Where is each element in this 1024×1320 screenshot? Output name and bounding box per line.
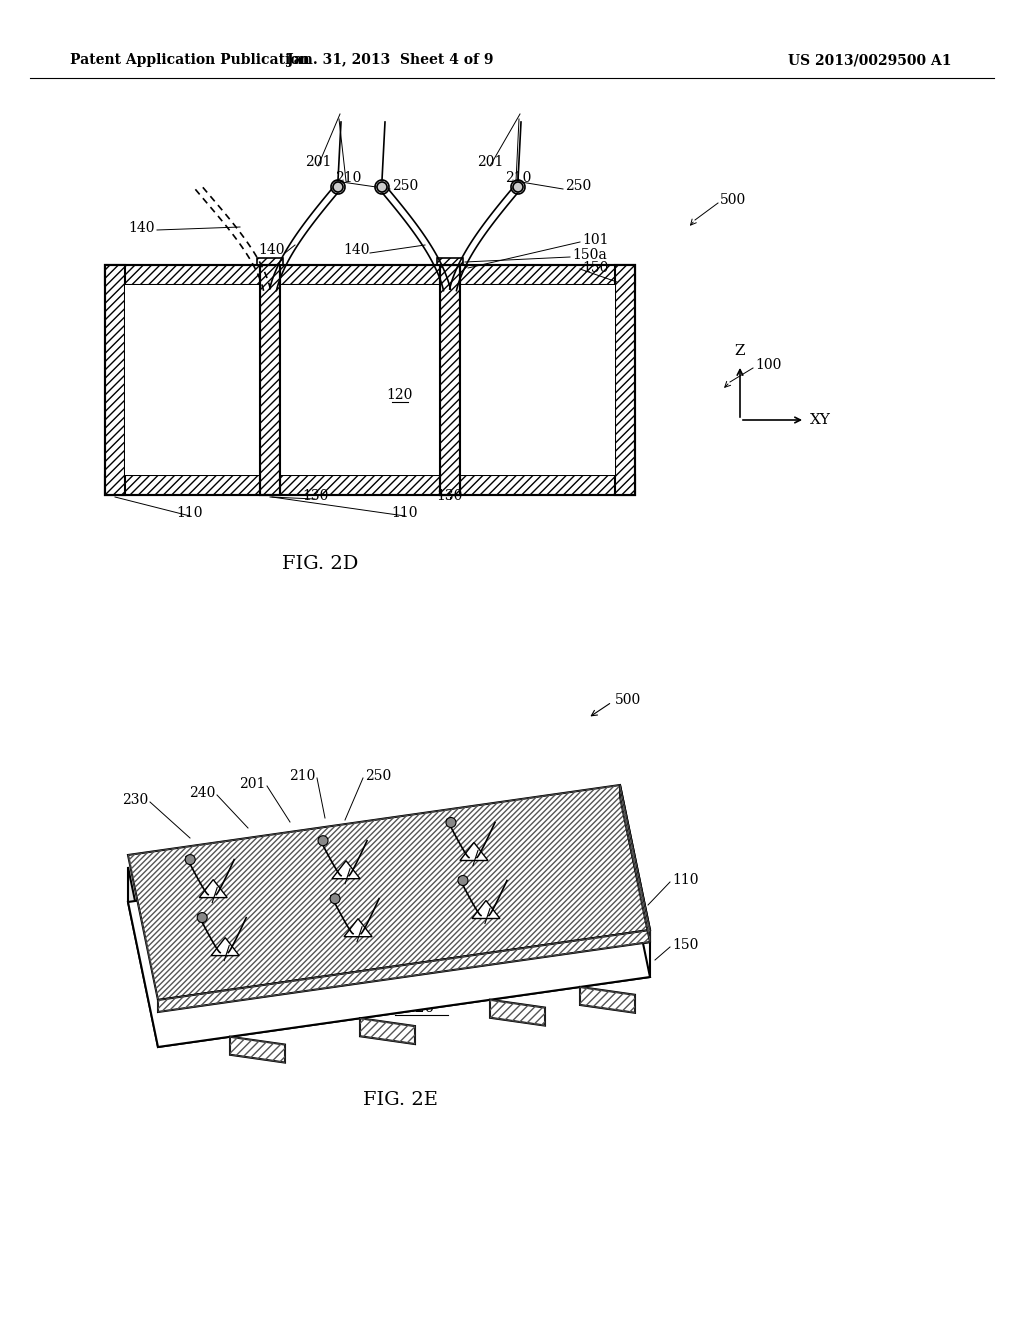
Bar <box>437 257 463 265</box>
Text: 130: 130 <box>302 488 328 503</box>
Circle shape <box>198 912 207 923</box>
Text: 140: 140 <box>128 220 155 235</box>
Text: 120: 120 <box>406 1001 434 1015</box>
Bar <box>257 257 283 265</box>
Text: 250: 250 <box>392 180 418 193</box>
Circle shape <box>446 817 456 828</box>
Text: 210: 210 <box>289 770 315 783</box>
Text: 201: 201 <box>239 777 265 791</box>
Bar <box>615 265 635 495</box>
Bar <box>280 285 440 475</box>
Text: 150: 150 <box>582 261 608 275</box>
Circle shape <box>185 854 196 865</box>
Text: 130: 130 <box>437 488 463 503</box>
Text: Jan. 31, 2013  Sheet 4 of 9: Jan. 31, 2013 Sheet 4 of 9 <box>287 53 494 67</box>
Text: 120: 120 <box>387 388 414 403</box>
Text: FIG. 2E: FIG. 2E <box>362 1092 437 1109</box>
Bar <box>125 285 260 475</box>
Circle shape <box>333 182 343 191</box>
Text: US 2013/0029500 A1: US 2013/0029500 A1 <box>788 53 951 67</box>
Text: 240: 240 <box>188 785 215 800</box>
Circle shape <box>458 875 468 886</box>
Polygon shape <box>360 1018 415 1044</box>
Bar <box>105 475 635 495</box>
Bar <box>440 265 460 495</box>
Text: XY: XY <box>810 413 830 426</box>
Polygon shape <box>128 785 650 1001</box>
Text: 250: 250 <box>565 180 591 193</box>
Polygon shape <box>460 842 488 861</box>
Text: 500: 500 <box>615 693 641 708</box>
Polygon shape <box>128 867 158 1047</box>
Polygon shape <box>128 832 650 1047</box>
Text: 140: 140 <box>258 243 285 257</box>
Text: FIG. 2D: FIG. 2D <box>282 554 358 573</box>
Text: 500: 500 <box>720 193 746 207</box>
Bar <box>615 265 635 495</box>
Bar <box>105 265 125 495</box>
Polygon shape <box>580 987 635 1012</box>
Text: 140: 140 <box>343 243 370 257</box>
Text: 250: 250 <box>365 770 391 783</box>
Bar <box>105 265 635 285</box>
Polygon shape <box>344 919 372 937</box>
Bar <box>260 265 280 495</box>
Bar <box>260 265 280 495</box>
Text: 110: 110 <box>392 506 418 520</box>
Polygon shape <box>200 879 227 898</box>
Polygon shape <box>490 999 545 1026</box>
Text: 210: 210 <box>335 172 361 185</box>
Text: Patent Application Publication: Patent Application Publication <box>70 53 309 67</box>
Circle shape <box>318 836 328 846</box>
Text: 201: 201 <box>305 154 331 169</box>
Bar <box>437 257 463 265</box>
Polygon shape <box>211 937 240 956</box>
Polygon shape <box>158 942 650 1047</box>
Bar <box>105 265 125 495</box>
Bar <box>260 265 280 495</box>
Polygon shape <box>230 1036 285 1063</box>
Polygon shape <box>332 861 360 879</box>
Text: 230: 230 <box>122 793 148 807</box>
Polygon shape <box>620 785 650 942</box>
Text: 110: 110 <box>177 506 203 520</box>
Text: 150: 150 <box>672 939 698 952</box>
Bar <box>440 265 460 495</box>
Text: 110: 110 <box>672 873 698 887</box>
Text: 100: 100 <box>755 358 781 372</box>
Text: 201: 201 <box>477 154 503 169</box>
Text: 210: 210 <box>505 172 531 185</box>
Bar <box>257 257 283 265</box>
Text: Z: Z <box>735 345 745 358</box>
Bar <box>440 265 460 495</box>
Polygon shape <box>472 900 500 919</box>
Circle shape <box>377 182 387 191</box>
Polygon shape <box>158 931 650 1012</box>
Bar <box>460 285 615 475</box>
Bar <box>105 265 635 495</box>
Text: 150a: 150a <box>572 248 607 261</box>
Bar <box>105 265 635 285</box>
Circle shape <box>513 182 523 191</box>
Bar <box>105 475 635 495</box>
Circle shape <box>330 894 340 904</box>
Text: 101: 101 <box>582 234 608 247</box>
